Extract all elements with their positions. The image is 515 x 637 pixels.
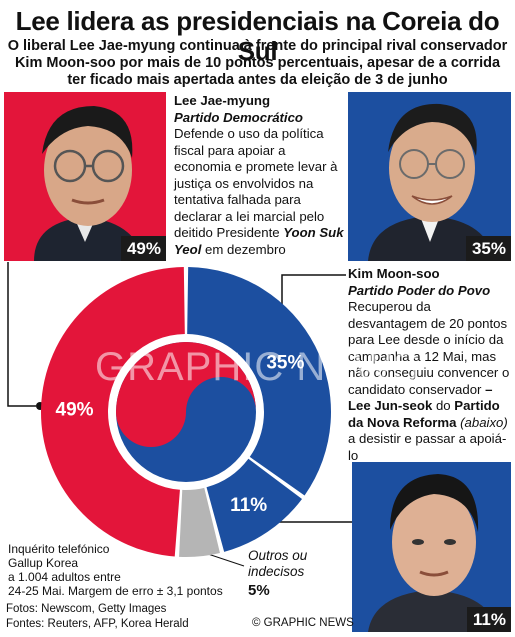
jun-portrait-icon	[368, 474, 498, 632]
lee-jun-seok-photo: 11%	[352, 462, 511, 632]
survey-line-4: 24-25 Mai. Margem de erro ± 3,1 pontos	[8, 584, 223, 598]
kim-bio: Recuperou da desvantagem de 20 pontos pa…	[348, 299, 513, 464]
lee-bio-text: Defende o uso da política fiscal para ap…	[174, 126, 338, 240]
page-subtitle: O liberal Lee Jae-myung continua à frent…	[7, 38, 508, 88]
jun-percent-badge: 11%	[466, 607, 511, 632]
slice-jun	[206, 458, 303, 552]
slice-others	[179, 487, 220, 557]
footer-photos: Fotos: Newscom, Getty Images	[6, 603, 167, 615]
footer-sources: Fontes: Reuters, AFP, Korea Herald	[6, 618, 189, 630]
survey-line-3: a 1.004 adultos entre	[8, 570, 121, 584]
lee-bio: Defende o uso da política fiscal para ap…	[174, 126, 346, 258]
others-label-line-2: indecisos	[248, 564, 305, 579]
survey-line-2: Gallup Korea	[8, 556, 79, 570]
lee-portrait-icon	[34, 106, 144, 261]
lee-jae-myung-photo: 49%	[4, 92, 166, 261]
lee-connector-line	[7, 262, 36, 407]
lee-party: Partido Democrático	[174, 109, 303, 125]
kim-bio-party: Partido da Nova Reforma	[348, 398, 500, 430]
kim-name: Kim Moon-soo	[348, 266, 440, 281]
lee-percent-badge: 49%	[120, 236, 166, 261]
kim-description: Kim Moon-soo Partido Poder do Povo Recup…	[348, 266, 513, 464]
others-label: Outros ou indecisos 5%	[248, 548, 307, 599]
kim-bio-do: do	[432, 398, 455, 413]
slice-kim-label: 35%	[266, 352, 304, 373]
kim-moon-soo-photo: 35%	[348, 92, 511, 261]
lee-bio-yoon: Yoon Suk Yeol	[174, 225, 344, 257]
footer-credits: Fotos: Newscom, Getty Images Fontes: Reu…	[6, 602, 189, 632]
lee-name: Lee Jae-myung	[174, 93, 271, 108]
copyright: © GRAPHIC NEWS	[252, 617, 354, 629]
slice-lee	[41, 267, 185, 557]
others-value: 5%	[248, 582, 270, 599]
kim-bio-text: Recuperou da desvantagem de 20 pontos pa…	[348, 299, 510, 397]
slice-lee-label: 49%	[56, 399, 94, 420]
taegeuk-symbol	[116, 342, 256, 482]
others-label-line-1: Outros ou	[248, 548, 308, 563]
kim-party: Partido Poder do Povo	[348, 282, 491, 298]
kim-bio-below: (abaixo)	[460, 414, 508, 430]
kim-percent-badge: 35%	[465, 236, 511, 261]
lee-description: Lee Jae-myung Partido Democrático Defend…	[174, 93, 346, 258]
kim-bio-lee-jun-seok: – Lee Jun-seok	[348, 381, 493, 414]
lee-bio-end: em dezembro	[201, 241, 286, 257]
survey-line-1: Inquérito telefónico	[8, 542, 110, 556]
page-title: Lee lidera as presidenciais na Coreia do…	[15, 6, 500, 66]
survey-note: Inquérito telefónico Gallup Korea a 1.00…	[8, 542, 238, 598]
kim-portrait-icon	[368, 103, 494, 261]
kim-bio-end: a desistir e passar a apoiá-lo	[348, 431, 507, 463]
slice-jun-label: 11%	[230, 495, 267, 516]
slice-kim	[187, 267, 331, 496]
